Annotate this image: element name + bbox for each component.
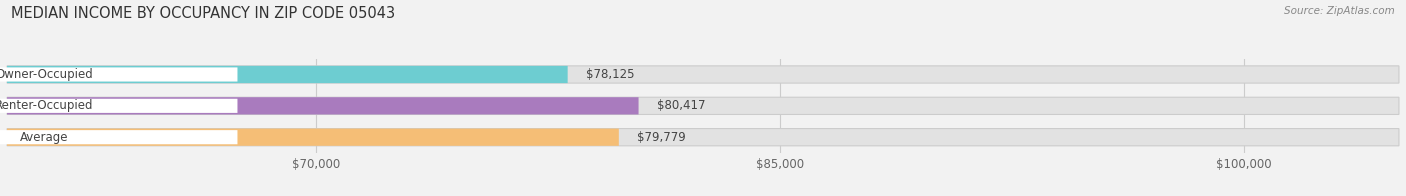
Text: $80,417: $80,417: [657, 99, 706, 112]
FancyBboxPatch shape: [7, 129, 619, 146]
Text: $78,125: $78,125: [586, 68, 634, 81]
FancyBboxPatch shape: [7, 129, 1399, 146]
Text: Average: Average: [20, 131, 69, 144]
FancyBboxPatch shape: [0, 130, 238, 144]
FancyBboxPatch shape: [7, 66, 568, 83]
Text: Renter-Occupied: Renter-Occupied: [0, 99, 93, 112]
FancyBboxPatch shape: [7, 97, 638, 114]
Text: Owner-Occupied: Owner-Occupied: [0, 68, 93, 81]
FancyBboxPatch shape: [0, 99, 238, 113]
Text: $79,779: $79,779: [637, 131, 686, 144]
FancyBboxPatch shape: [7, 97, 1399, 114]
Text: MEDIAN INCOME BY OCCUPANCY IN ZIP CODE 05043: MEDIAN INCOME BY OCCUPANCY IN ZIP CODE 0…: [11, 6, 395, 21]
FancyBboxPatch shape: [0, 67, 238, 82]
Text: Source: ZipAtlas.com: Source: ZipAtlas.com: [1284, 6, 1395, 16]
FancyBboxPatch shape: [7, 66, 1399, 83]
